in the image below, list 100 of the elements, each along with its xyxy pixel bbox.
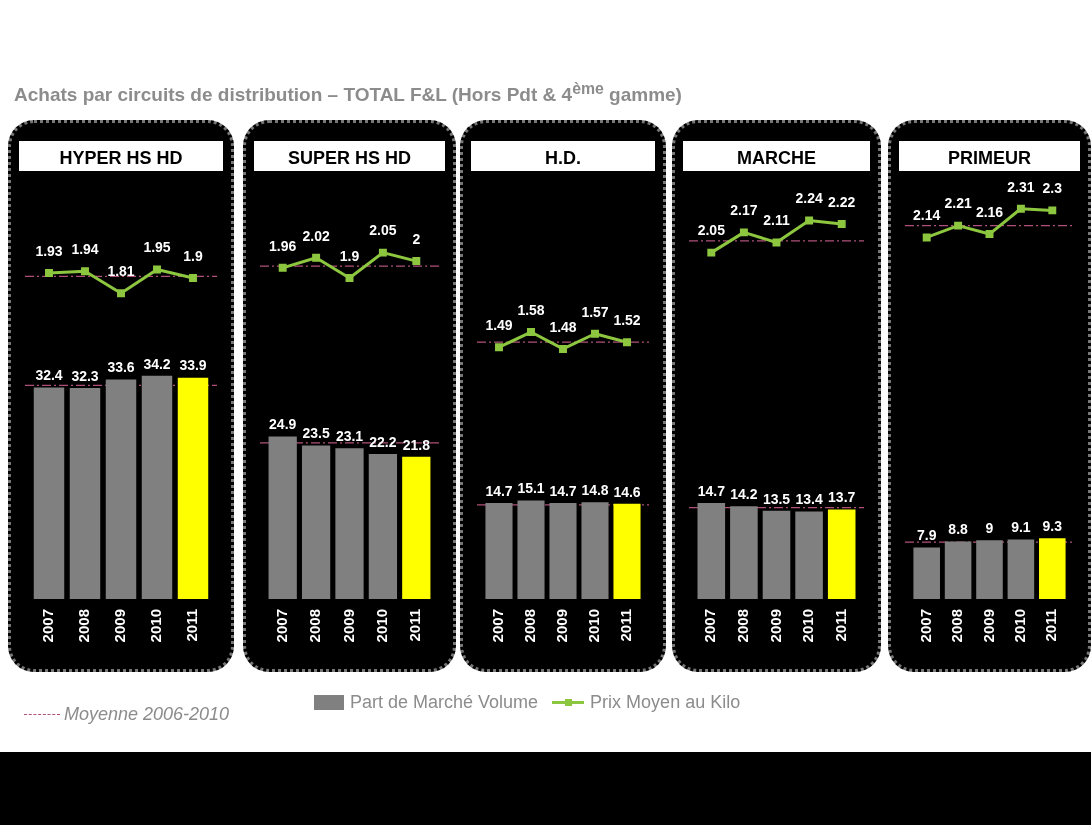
x-tick-label: 2008 [75,609,93,643]
data-label: 1.48 [549,318,577,335]
point [805,216,814,225]
point [81,267,89,276]
chart-title: HYPER HS HD [19,141,223,171]
legend-label: Part de Marché Volume [350,692,539,713]
data-label: 9.3 [1042,518,1063,535]
data-label: 13.5 [762,490,791,507]
point [559,344,567,353]
data-label: 2.05 [697,222,726,239]
x-tick-label: 2007 [39,609,57,643]
data-label: 8.8 [948,521,969,538]
data-label: 32.4 [35,367,63,384]
data-label: 14.7 [549,482,577,499]
data-label: 2.11 [763,212,790,229]
point [527,328,535,337]
point [153,265,161,274]
data-label: 2.24 [795,190,823,207]
x-tick-label: 2009 [111,609,129,643]
x-tick-label: 2008 [521,609,539,643]
x-tick-label: 2007 [916,609,934,643]
x-tick-label: 2010 [147,609,165,643]
point [412,257,421,266]
data-label: 2.05 [369,222,397,239]
data-label: 1.9 [339,247,360,264]
point [837,219,846,228]
x-tick-label: 2008 [948,609,966,643]
bar [976,540,1003,599]
data-label: 24.9 [269,416,297,433]
point [312,253,321,262]
bar [1039,538,1066,599]
x-tick-label: 2009 [766,609,784,643]
point [378,248,387,257]
data-label: 1.95 [143,239,171,256]
legend-label: Moyenne 2006-2010 [64,704,230,725]
data-label: 2.22 [828,193,856,210]
point [623,338,631,347]
data-label: 7.9 [916,527,937,544]
data-label: 14.8 [581,482,609,499]
data-label: 13.7 [828,489,856,506]
data-label: 15.1 [517,480,545,497]
data-label: 23.5 [302,425,330,442]
data-label: 2.21 [944,195,972,212]
point [985,230,994,239]
bar [268,436,297,599]
x-tick-label: 2007 [489,609,507,643]
data-label: 23.1 [335,428,364,445]
bar [402,456,431,599]
point [189,274,197,282]
point [707,248,716,257]
x-tick-label: 2009 [339,609,357,643]
x-tick-label: 2011 [617,609,635,642]
data-label: 1.52 [613,312,641,329]
point [45,268,53,277]
point [345,274,354,282]
x-tick-label: 2010 [373,609,391,643]
data-label: 14.7 [485,482,513,499]
x-tick-label: 2010 [585,609,603,643]
data-label: 2.14 [913,207,941,224]
data-label: 1.58 [517,301,545,318]
data-label: 2.16 [975,203,1004,220]
data-label: 14.2 [730,486,758,503]
data-label: 1.93 [35,242,63,259]
data-label: 1.57 [581,303,609,320]
data-label: 32.3 [71,367,99,384]
data-label: 1.81 [107,263,135,280]
bar [335,448,364,599]
x-tick-label: 2007 [701,609,719,643]
data-label: 2.3 [1042,180,1063,197]
chart-title: PRIMEUR [899,141,1080,171]
bar [368,454,398,599]
data-label: 1.94 [71,241,99,258]
data-label: 33.6 [107,359,135,376]
x-tick-label: 2011 [831,609,849,642]
text: Achats par circuits de distribution – TOTAL F&L (Hors Pdt & 4$^{ème}$ gamme) [14,80,682,107]
chart-title: SUPER HS HD [254,141,445,171]
point [278,263,287,272]
bar [301,445,331,599]
bar [944,541,972,599]
data-label: 34.2 [143,355,171,372]
chart-title: MARCHE [683,141,870,171]
point [772,238,781,247]
data-label: 22.2 [369,433,397,450]
point [954,221,963,230]
x-tick-label: 2011 [1042,609,1060,642]
data-label: 2.02 [302,227,330,244]
x-tick-label: 2007 [272,609,290,643]
data-label: 14.7 [697,482,726,499]
point [1048,206,1057,215]
point [1016,204,1025,213]
x-tick-label: 2008 [734,609,752,643]
data-label: 1.9 [183,247,203,264]
data-label: 9.1 [1011,519,1031,536]
x-tick-label: 2009 [979,609,997,643]
point [591,329,599,338]
data-label: 1.49 [485,317,513,334]
x-tick-label: 2009 [553,609,571,643]
data-label: 1.96 [269,237,297,254]
point [495,343,503,352]
data-label: 2.17 [730,202,758,219]
